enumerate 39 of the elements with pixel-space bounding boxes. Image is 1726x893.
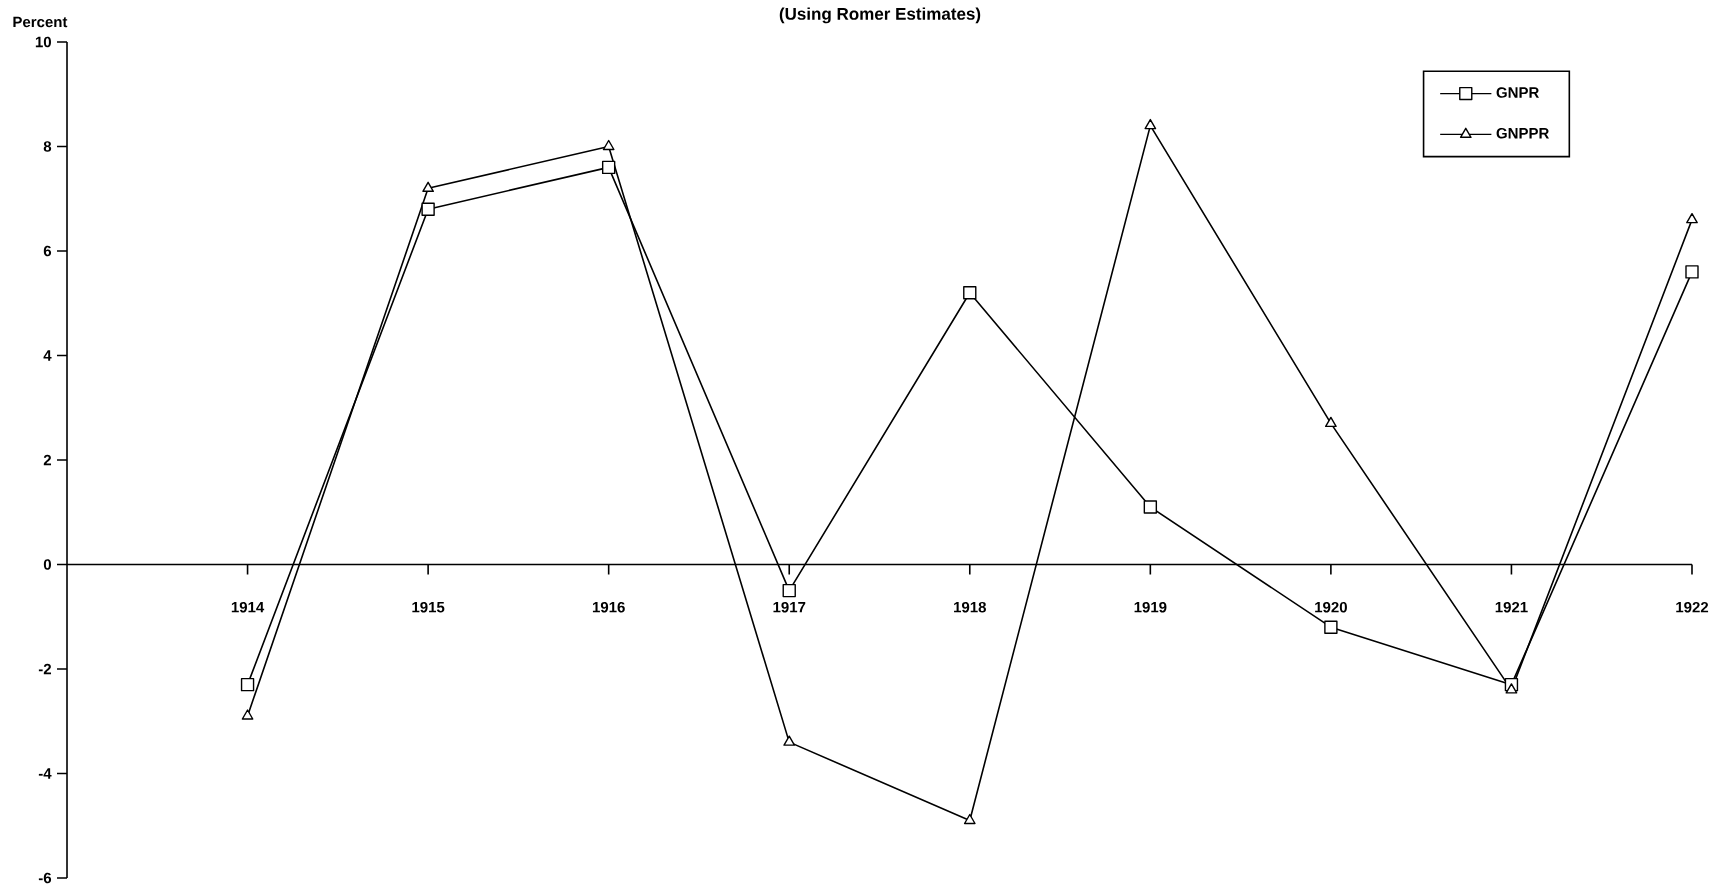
point	[602, 139, 615, 151]
point	[240, 677, 255, 692]
point	[241, 709, 254, 720]
y-tick-label: -6	[38, 872, 52, 884]
point	[421, 202, 435, 216]
x-tick-label: 1917	[773, 601, 806, 613]
point	[783, 735, 796, 746]
y-tick-label: 8	[43, 141, 52, 152]
x-tick-label: 1921	[1495, 601, 1528, 613]
y-tick-label: 10	[35, 36, 51, 48]
x-tick-label: 1915	[412, 601, 445, 613]
y-tick-label: 2	[43, 454, 52, 466]
point	[1143, 500, 1158, 514]
y-tick-label: -2	[38, 663, 52, 675]
point	[963, 286, 977, 300]
point	[782, 583, 796, 598]
x-tick-label: 1916	[592, 601, 625, 613]
y-tick-label: 6	[43, 245, 52, 257]
point	[1144, 118, 1157, 130]
point	[1685, 265, 1699, 279]
x-tick-label: 1919	[1134, 601, 1167, 613]
y-tick-label: -4	[38, 768, 52, 779]
point	[963, 813, 976, 825]
x-tick-label: 1920	[1315, 601, 1347, 613]
point	[422, 181, 435, 192]
y-tick-label: 0	[43, 559, 51, 570]
point	[1324, 620, 1338, 634]
x-tick-label: 1914	[231, 601, 265, 613]
legend-label: GNPR	[1496, 87, 1539, 98]
chart-subtitle: (Using Romer Estimates)	[779, 7, 981, 24]
y-axis-title: Percent	[13, 16, 68, 28]
point	[601, 160, 616, 175]
point	[1324, 416, 1337, 428]
point	[1686, 212, 1698, 224]
x-tick-label: 1918	[954, 601, 986, 613]
point	[1505, 683, 1518, 694]
y-tick-label: 4	[43, 350, 52, 361]
legend-label: GNPPR	[1496, 127, 1549, 139]
x-tick-label: 1922	[1676, 601, 1709, 613]
